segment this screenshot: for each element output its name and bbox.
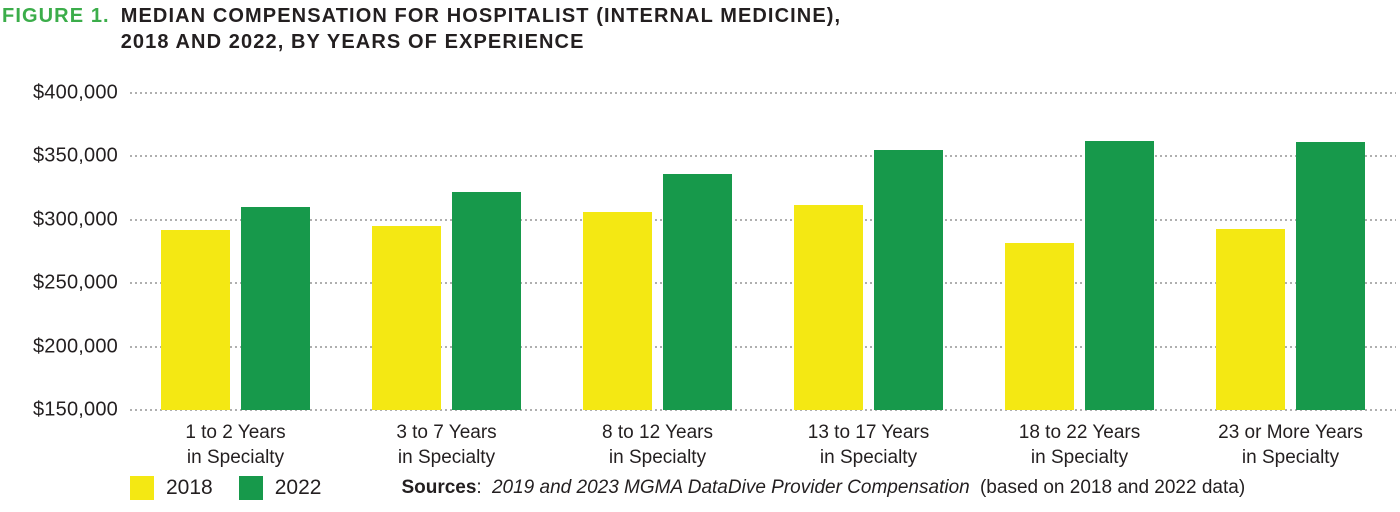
bar-2018-group-5 xyxy=(1005,242,1074,410)
bar-2022-group-5 xyxy=(1085,141,1154,410)
x-tick-label: 23 or More Years in Specialty xyxy=(1185,420,1396,470)
bar-group-4 xyxy=(763,93,974,410)
legend-swatch-2018 xyxy=(130,476,154,500)
x-tick-label: 3 to 7 Years in Specialty xyxy=(341,420,552,470)
x-tick-label: 18 to 22 Years in Specialty xyxy=(974,420,1185,470)
bar-groups xyxy=(130,93,1396,410)
x-tick-label-line1: 23 or More Years xyxy=(1218,422,1363,443)
gridline xyxy=(130,409,1396,411)
figure-header: FIGURE 1. MEDIAN COMPENSATION FOR HOSPIT… xyxy=(2,3,841,55)
bar-group-6 xyxy=(1185,93,1396,410)
x-tick-label-line1: 3 to 7 Years xyxy=(396,422,497,443)
x-tick-label-line1: 18 to 22 Years xyxy=(1018,422,1141,443)
x-tick-label-line2: in Specialty xyxy=(819,447,918,468)
bar-2022-group-2 xyxy=(452,191,521,410)
legend-item-2022: 2022 xyxy=(238,476,322,500)
x-axis: 1 to 2 Years in Specialty 3 to 7 Years in S… xyxy=(130,420,1396,470)
x-tick-label-line2: in Specialty xyxy=(1241,447,1340,468)
bar-2018-group-1 xyxy=(161,229,230,410)
x-tick-label: 13 to 17 Years in Specialty xyxy=(763,420,974,470)
sources-citation: 2019 and 2023 MGMA DataDive Provider Com… xyxy=(491,477,970,498)
plot-area xyxy=(130,92,1396,411)
bar-group-1 xyxy=(130,93,341,410)
bar-2018-group-2 xyxy=(372,226,441,410)
bar-2018-group-4 xyxy=(794,204,863,410)
sources-label: Sources xyxy=(401,477,477,498)
x-tick-label-line1: 8 to 12 Years xyxy=(602,422,713,443)
figure-footer: 2018 2022 Sources: 2019 and 2023 MGMA Dat… xyxy=(130,476,1245,500)
gridline xyxy=(130,345,1396,348)
sources-colon: : xyxy=(476,477,482,498)
bar-2018-group-6 xyxy=(1216,228,1285,410)
bar-group-5 xyxy=(974,93,1185,410)
legend-swatch-2022 xyxy=(238,476,263,500)
y-tick-label: $250,000 xyxy=(32,271,118,294)
bar-2022-group-1 xyxy=(241,207,310,410)
x-tick-label-line2: in Specialty xyxy=(397,447,496,468)
x-tick-label-line2: in Specialty xyxy=(608,447,707,468)
y-tick-label: $300,000 xyxy=(32,208,118,231)
bar-2022-group-3 xyxy=(663,174,732,410)
sources-suffix: (based on 2018 and 2022 data) xyxy=(979,477,1246,498)
legend-item-2018: 2018 xyxy=(130,476,213,500)
x-tick-label-line1: 1 to 2 Years xyxy=(185,422,286,443)
legend-label-2018: 2018 xyxy=(166,476,213,499)
x-tick-label: 8 to 12 Years in Specialty xyxy=(552,420,763,470)
y-axis: $400,000 $350,000 $300,000 $250,000 $200,000… xyxy=(0,82,118,421)
figure-title-line1: MEDIAN COMPENSATION FOR HOSPITALIST (INT… xyxy=(120,5,842,27)
x-tick-label: 1 to 2 Years in Specialty xyxy=(130,420,341,470)
bar-2018-group-3 xyxy=(583,212,652,410)
sources-note: Sources: 2019 and 2023 MGMA DataDive Pro… xyxy=(401,477,1245,499)
y-tick-label: $150,000 xyxy=(32,398,118,421)
gridline xyxy=(130,282,1396,285)
figure-number-label: FIGURE 1. xyxy=(2,5,110,27)
x-tick-label-line2: in Specialty xyxy=(186,447,285,468)
legend-label-2022: 2022 xyxy=(274,476,322,499)
gridline xyxy=(130,218,1396,221)
bar-group-3 xyxy=(552,93,763,410)
y-tick-label: $400,000 xyxy=(32,81,118,104)
bar-group-2 xyxy=(341,93,552,410)
x-tick-label-line2: in Specialty xyxy=(1030,447,1129,468)
x-tick-label-line1: 13 to 17 Years xyxy=(807,422,930,443)
legend: 2018 2022 xyxy=(130,476,321,500)
bar-2022-group-6 xyxy=(1296,142,1365,410)
bar-2022-group-4 xyxy=(874,150,943,410)
gridline xyxy=(130,155,1396,158)
gridline xyxy=(130,92,1396,94)
figure-title-line2: 2018 AND 2022, BY YEARS OF EXPERIENCE xyxy=(120,31,585,53)
y-tick-label: $350,000 xyxy=(32,144,118,167)
y-tick-label: $200,000 xyxy=(32,335,118,358)
figure-title: MEDIAN COMPENSATION FOR HOSPITALIST (INT… xyxy=(121,3,842,55)
